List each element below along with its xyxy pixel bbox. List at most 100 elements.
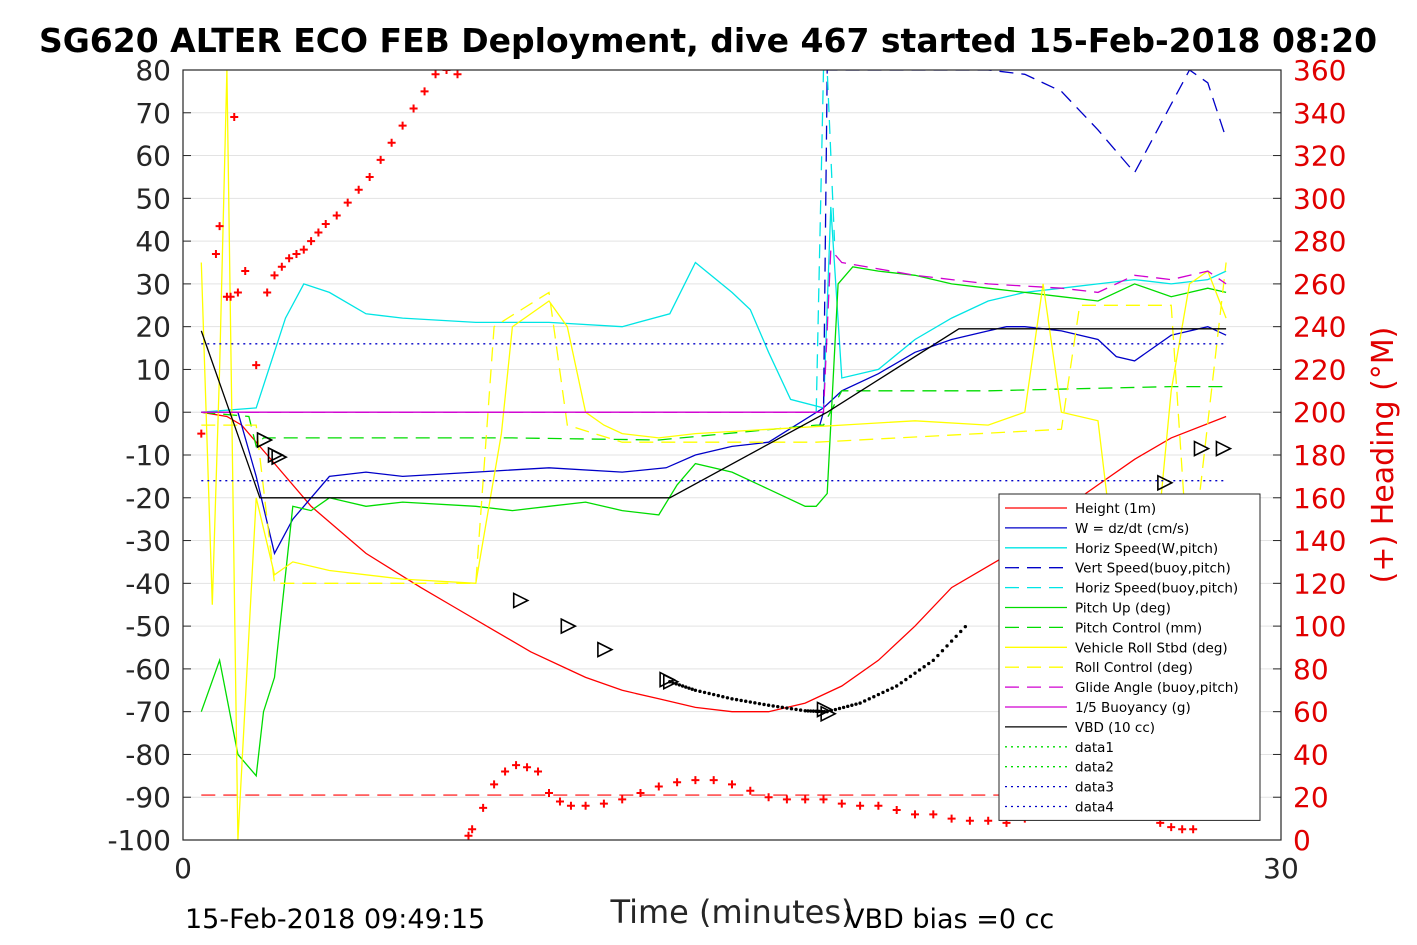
left-tick-label: 60 xyxy=(135,140,171,173)
left-tick-label: -70 xyxy=(125,696,171,729)
legend-label: Vehicle Roll Stbd (deg) xyxy=(1075,640,1228,656)
height-sample-dot xyxy=(780,705,785,710)
height-sample-dot xyxy=(776,704,780,709)
height-sample-dot xyxy=(716,693,720,698)
legend-label: Pitch Control (mm) xyxy=(1075,620,1202,636)
legend-label: Vert Speed(buoy,pitch) xyxy=(1075,561,1231,577)
height-sample-dot xyxy=(862,699,867,703)
triangle-marker xyxy=(256,431,274,449)
heading-marker xyxy=(636,788,645,797)
heading-marker xyxy=(965,816,974,825)
legend-label: W = dz/dt (cm/s) xyxy=(1075,521,1189,537)
heading-marker xyxy=(892,806,901,815)
height-sample-dot xyxy=(846,704,850,709)
triangle-marker xyxy=(662,673,680,691)
heading-marker xyxy=(581,801,590,810)
right-tick-label: 280 xyxy=(1293,225,1346,258)
height-sample-dot xyxy=(895,684,899,688)
heading-marker xyxy=(545,788,553,797)
height-sample-dot xyxy=(913,671,917,675)
height-sample-dot xyxy=(803,709,807,713)
right-tick-label: 160 xyxy=(1293,482,1346,515)
triangle-marker xyxy=(816,701,834,718)
heading-marker xyxy=(555,797,564,806)
heading-marker xyxy=(819,795,828,804)
height-sample-dot xyxy=(785,706,789,710)
height-sample-dot xyxy=(680,684,685,688)
left-tick-label: -90 xyxy=(125,781,171,814)
left-tick-label: 70 xyxy=(135,97,171,130)
heading-marker xyxy=(420,87,429,96)
legend-label: Glide Angle (buoy,pitch) xyxy=(1075,680,1239,696)
heading-marker xyxy=(314,228,323,237)
height-sample-dot xyxy=(794,707,798,712)
height-sample-dot xyxy=(687,686,691,690)
left-tick-label: 40 xyxy=(135,225,171,258)
footer-timestamp: 15-Feb-2018 09:49:15 xyxy=(185,904,485,935)
heading-marker xyxy=(376,155,385,164)
height-sample-dot xyxy=(808,709,813,713)
height-sample-dot xyxy=(721,694,725,699)
right-tick-label: 120 xyxy=(1293,567,1346,600)
height-sample-dot xyxy=(963,624,968,629)
height-sample-dot xyxy=(806,709,810,713)
legend-label: data2 xyxy=(1075,760,1114,776)
heading-marker xyxy=(709,776,718,785)
heading-marker xyxy=(409,104,418,113)
legend-label: Horiz Speed(W,pitch) xyxy=(1075,541,1218,557)
height-sample-dot xyxy=(945,644,949,648)
right-tick-label: 20 xyxy=(1293,781,1329,814)
height-sample-dot xyxy=(841,705,846,710)
heading-marker xyxy=(431,70,440,79)
height-sample-dot xyxy=(725,696,730,700)
heading-marker xyxy=(321,220,330,228)
right-tick-label: 260 xyxy=(1293,268,1346,301)
height-sample-dot xyxy=(885,688,890,692)
heading-marker xyxy=(874,801,883,810)
height-sample-dot xyxy=(753,701,757,705)
height-sample-dot xyxy=(899,681,903,685)
heading-marker xyxy=(263,288,272,297)
right-tick-label: 320 xyxy=(1293,140,1346,173)
right-tick-label: 300 xyxy=(1293,182,1346,215)
heading-marker xyxy=(837,799,846,808)
right-tick-label: 40 xyxy=(1293,738,1329,771)
heading-marker xyxy=(277,262,286,271)
heading-marker xyxy=(453,70,462,79)
height-sample-dot xyxy=(922,665,926,669)
heading-marker xyxy=(241,267,250,276)
axis-ticks: 80706050403020100-10-20-30-40-50-60-70-8… xyxy=(107,54,1346,885)
heading-marker xyxy=(566,801,575,810)
x-axis-label: Time (minutes) xyxy=(610,893,854,931)
heading-marker xyxy=(479,803,488,812)
heading-marker xyxy=(984,816,993,825)
right-axis-label: (+) Heading (°M) xyxy=(1366,327,1401,584)
heading-marker xyxy=(292,249,301,258)
left-tick-label: -30 xyxy=(125,525,171,558)
left-tick-label: 50 xyxy=(135,182,171,215)
heading-marker xyxy=(215,222,224,231)
heading-marker xyxy=(299,245,308,254)
heading-marker xyxy=(501,767,510,776)
legend-label: data1 xyxy=(1075,740,1114,756)
heading-marker xyxy=(387,138,396,147)
height-sample-dot xyxy=(739,698,743,703)
heading-marker xyxy=(911,810,919,819)
height-sample-dot xyxy=(811,709,816,713)
heading-marker xyxy=(801,795,810,804)
heading-marker xyxy=(618,795,627,804)
heading-marker xyxy=(673,778,682,787)
legend: Height (1m) W = dz/dt (cm/s) Horiz Speed(W… xyxy=(998,493,1261,821)
heading-marker xyxy=(599,799,608,808)
left-tick-label: -40 xyxy=(125,567,171,600)
left-tick-label: -10 xyxy=(125,439,171,472)
heading-marker xyxy=(782,795,791,804)
heading-marker xyxy=(534,767,543,776)
left-tick-label: 20 xyxy=(135,311,171,344)
heading-marker xyxy=(270,271,279,280)
heading-marker xyxy=(365,172,374,181)
height-sample-dot xyxy=(837,706,842,711)
heading-marker xyxy=(285,254,294,263)
left-tick-label: -80 xyxy=(125,738,171,771)
